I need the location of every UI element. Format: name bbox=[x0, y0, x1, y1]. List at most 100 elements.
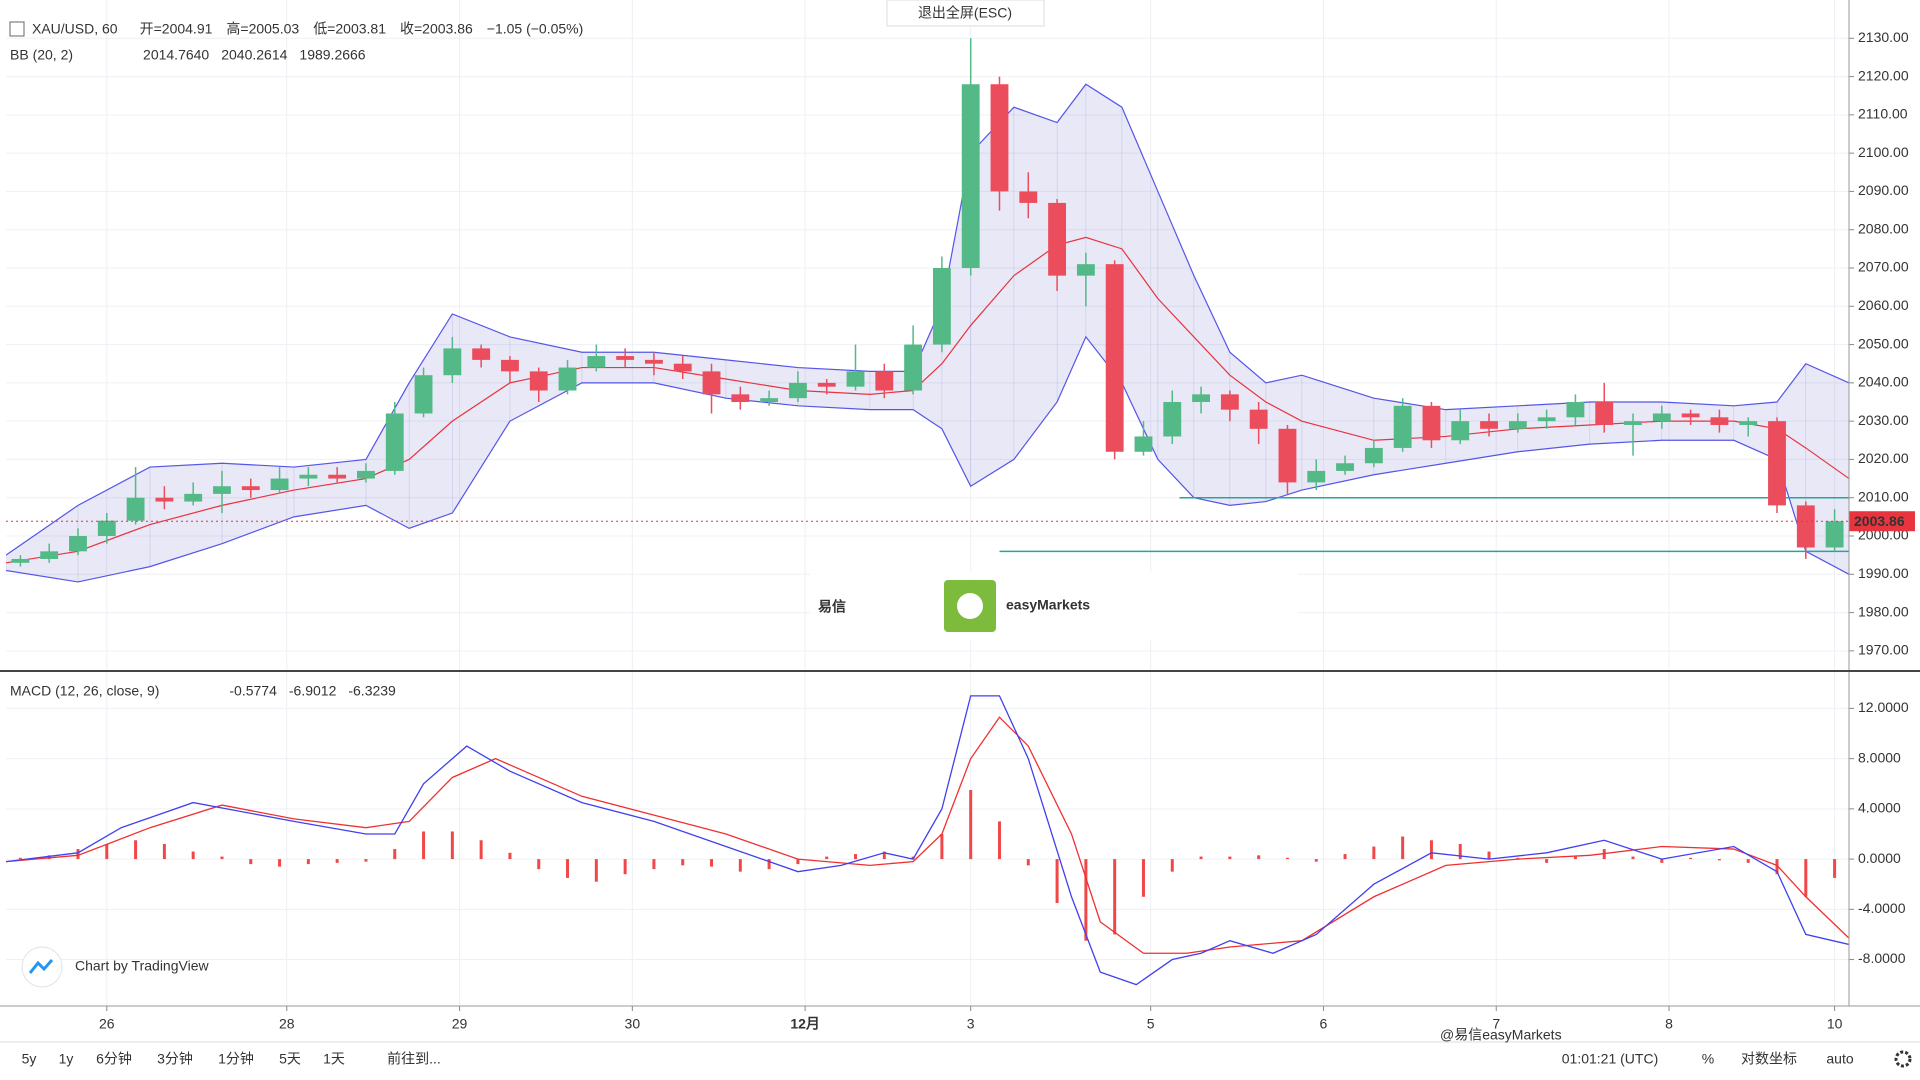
logo-icon-dot bbox=[957, 593, 983, 619]
toolbar-button[interactable]: 1天 bbox=[323, 1051, 345, 1067]
candle-body bbox=[1278, 428, 1297, 483]
candle-body bbox=[1652, 413, 1671, 422]
ohlc-label: 高= bbox=[226, 21, 248, 37]
candle-body bbox=[1076, 264, 1095, 276]
candle-body bbox=[616, 356, 635, 360]
histogram-bar bbox=[1343, 854, 1347, 860]
candle-body bbox=[1566, 402, 1585, 418]
indicator-value: 2014.7640 bbox=[143, 47, 209, 63]
y-tick-label: 2090.00 bbox=[1858, 182, 1909, 198]
histogram-bar bbox=[1257, 855, 1261, 860]
histogram-bar bbox=[854, 854, 858, 860]
candle-body bbox=[1134, 436, 1153, 452]
credit-text[interactable]: Chart by TradingView bbox=[75, 958, 209, 974]
histogram-bar bbox=[1746, 859, 1750, 863]
candle-body bbox=[1537, 417, 1556, 422]
toolbar-button[interactable]: auto bbox=[1826, 1051, 1853, 1067]
histogram-bar bbox=[18, 857, 22, 860]
indicator-value: 2040.2614 bbox=[221, 47, 287, 63]
histogram-bar bbox=[537, 859, 541, 870]
candle-body bbox=[357, 470, 375, 479]
y-tick-label: 1970.00 bbox=[1858, 642, 1909, 658]
candle-body bbox=[529, 371, 548, 391]
histogram-bar bbox=[249, 859, 253, 865]
toolbar-button[interactable]: 对数坐标 bbox=[1741, 1051, 1797, 1067]
indicator-value: -6.3239 bbox=[348, 683, 396, 699]
ohlc-label: 收= bbox=[400, 21, 422, 37]
logo: 易信 easyMarkets bbox=[810, 572, 1298, 640]
toolbar-button[interactable]: 5y bbox=[22, 1051, 37, 1067]
candle-body bbox=[1768, 421, 1786, 506]
y-tick-label: 2070.00 bbox=[1858, 259, 1909, 275]
credit-icon-mark bbox=[28, 959, 54, 974]
y-tick-label: 2130.00 bbox=[1858, 29, 1909, 45]
y-tick-label: 1990.00 bbox=[1858, 565, 1909, 581]
histogram-bar bbox=[1833, 859, 1837, 878]
histogram-bar bbox=[1804, 859, 1808, 897]
last-price-box bbox=[1849, 511, 1915, 532]
candle-body bbox=[414, 375, 433, 414]
toolbar-button[interactable]: 1分钟 bbox=[218, 1051, 254, 1067]
x-tick-label: 6 bbox=[1320, 1016, 1328, 1032]
candle-body bbox=[558, 367, 577, 391]
histogram-bar bbox=[508, 852, 512, 860]
toolbar-button[interactable]: 3分钟 bbox=[157, 1051, 193, 1067]
y-tick-label: 4.0000 bbox=[1858, 800, 1901, 816]
candle-body bbox=[299, 474, 318, 479]
candle-body bbox=[1393, 405, 1412, 448]
x-tick-label: 26 bbox=[99, 1016, 115, 1032]
toolbar-button[interactable]: 前往到... bbox=[387, 1051, 441, 1067]
histogram-bar bbox=[710, 859, 714, 867]
histogram-bar bbox=[738, 859, 742, 872]
y-tick-label: 0.0000 bbox=[1858, 850, 1901, 866]
histogram-bar bbox=[796, 859, 800, 865]
histogram-bar bbox=[134, 840, 138, 860]
histogram-bar bbox=[1314, 859, 1318, 862]
toolbar-button[interactable]: 1y bbox=[59, 1051, 74, 1067]
candle-body bbox=[702, 371, 721, 395]
candle-body bbox=[1192, 394, 1210, 402]
histogram-bar bbox=[652, 859, 656, 870]
ohlc-value: 2005.03 bbox=[249, 21, 300, 37]
toolbar-button[interactable]: 5天 bbox=[279, 1051, 301, 1067]
histogram-bar bbox=[1573, 856, 1577, 860]
exit-button[interactable] bbox=[886, 0, 1045, 27]
histogram-bar bbox=[306, 859, 310, 865]
candle-body bbox=[213, 486, 231, 494]
settings-button[interactable] bbox=[1894, 1050, 1912, 1068]
x-tick-label: 29 bbox=[452, 1016, 468, 1032]
candle-body bbox=[1508, 421, 1527, 429]
toolbar-button[interactable]: % bbox=[1702, 1051, 1714, 1067]
y-tick-label: 8.0000 bbox=[1858, 749, 1901, 765]
exit-button-label[interactable]: 退出全屏(ESC) bbox=[918, 5, 1012, 21]
y-tick-label: 2050.00 bbox=[1858, 335, 1909, 351]
toolbar-button[interactable]: 6分钟 bbox=[96, 1051, 132, 1067]
histogram-bar bbox=[220, 856, 224, 860]
candle-body bbox=[1796, 505, 1815, 548]
candle-body bbox=[1739, 421, 1758, 425]
histogram-bar bbox=[1429, 840, 1433, 860]
macd-pane bbox=[6, 672, 1849, 1006]
y-tick-label: 2030.00 bbox=[1858, 412, 1909, 428]
candle-body bbox=[328, 474, 347, 479]
histogram-bar bbox=[594, 859, 598, 882]
x-tick-label: 3 bbox=[967, 1016, 975, 1032]
candle-body bbox=[1422, 405, 1441, 441]
histogram-bar bbox=[566, 859, 570, 878]
x-tick-label: 7 bbox=[1492, 1016, 1500, 1032]
change-value: −1.05 (−0.05%) bbox=[487, 21, 584, 37]
candle-body bbox=[731, 394, 750, 402]
candle-body bbox=[501, 359, 519, 372]
histogram-bar bbox=[767, 859, 771, 870]
histogram-bar bbox=[1775, 859, 1779, 875]
candle-body bbox=[1825, 521, 1844, 548]
legend-icon bbox=[9, 21, 25, 37]
histogram-bar bbox=[623, 859, 627, 875]
candle-body bbox=[11, 558, 30, 563]
x-tick-label: 10 bbox=[1827, 1016, 1843, 1032]
candle-body bbox=[1048, 202, 1067, 276]
histogram-bar bbox=[997, 821, 1001, 860]
histogram-bar bbox=[364, 859, 368, 862]
